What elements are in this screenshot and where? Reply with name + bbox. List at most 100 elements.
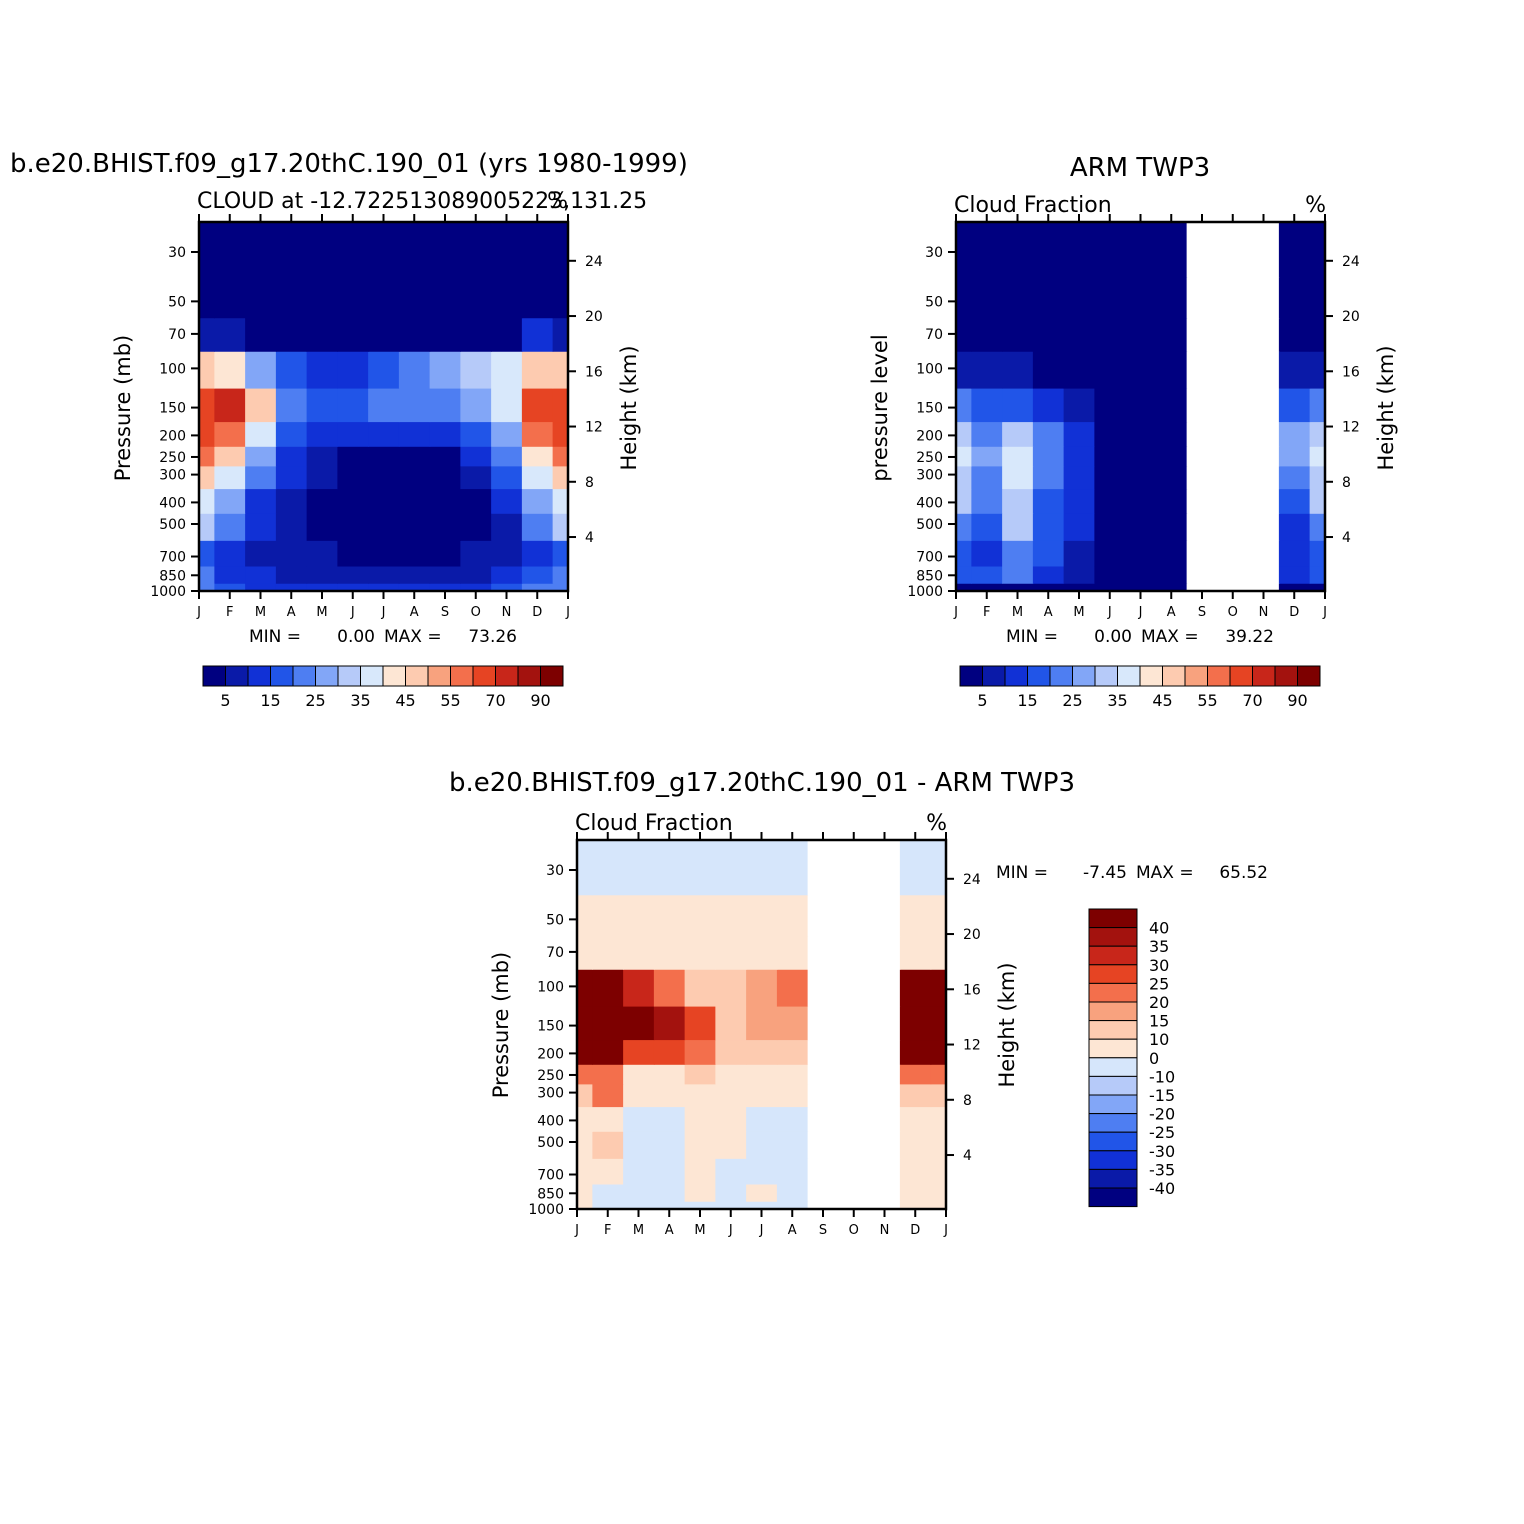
contour-cell [245, 421, 277, 447]
contour-cell [1309, 317, 1326, 352]
contour-cell [1032, 446, 1065, 467]
contour-cell [746, 894, 778, 937]
colorbar-box [315, 665, 339, 687]
contour-cell [199, 583, 215, 592]
colorbar-label: -40 [1149, 1179, 1175, 1198]
y2-tick-label: 8 [963, 1093, 972, 1109]
contour-cell [1063, 317, 1095, 352]
y-tick-label: 300 [159, 468, 186, 484]
colorbar-box [517, 665, 541, 687]
contour-cell [245, 540, 277, 567]
contour-cell [398, 276, 431, 319]
contour-cell [623, 1158, 655, 1185]
contour-cell [956, 222, 972, 278]
panel2-axes: J F M A M J J A S O N D J 30 50 70 100 150 200 250 300 400 500… [907, 214, 1360, 620]
contour-cell [199, 421, 215, 447]
contour-cell [245, 465, 277, 490]
contour-cell [1063, 465, 1095, 490]
y-tick-label: 1000 [150, 584, 186, 600]
contour-cell [869, 1183, 901, 1202]
contour-cell [429, 465, 461, 490]
y-tick-label: 850 [159, 568, 186, 584]
contour-cell [552, 351, 569, 389]
y2-tick-label: 16 [585, 364, 603, 380]
contour-cell [460, 317, 492, 352]
contour-cell [552, 421, 569, 447]
contour-cell [552, 222, 569, 278]
colorbar-box [427, 665, 451, 687]
contour-cell [776, 1064, 809, 1085]
contour-cell [971, 222, 1003, 278]
contour-cell [776, 935, 809, 970]
contour-cell [623, 1106, 655, 1132]
contour-cell [398, 513, 431, 541]
contour-cell [1063, 540, 1095, 567]
panel2-contour-field [956, 222, 1326, 592]
panel1-units: % [547, 189, 568, 214]
contour-cell [971, 465, 1003, 490]
contour-cell [930, 935, 947, 970]
colorbar-label: 10 [1149, 1030, 1169, 1049]
y2-tick-label: 4 [1342, 530, 1351, 546]
contour-cell [214, 513, 246, 541]
contour-cell [337, 565, 369, 584]
contour-cell [807, 935, 839, 970]
contour-cell [715, 969, 747, 1007]
contour-cell [368, 317, 400, 352]
x-tick-label: J [953, 605, 958, 620]
contour-cell [653, 1158, 686, 1185]
contour-cell [653, 1039, 686, 1065]
contour-cell [245, 387, 277, 423]
contour-cell [1125, 351, 1157, 389]
contour-cell [1309, 387, 1326, 423]
contour-cell [653, 840, 686, 896]
contour-cell [491, 276, 523, 319]
contour-cell [653, 935, 686, 970]
contour-cell [1032, 222, 1065, 278]
contour-cell [776, 1131, 809, 1159]
contour-cell [1309, 446, 1326, 467]
contour-cell [460, 583, 492, 592]
colorbar-box [1088, 1057, 1138, 1077]
colorbar-box [337, 665, 361, 687]
contour-cell [306, 446, 338, 467]
contour-cell [623, 1201, 655, 1210]
contour-cell [1248, 446, 1280, 467]
contour-cell [592, 1064, 624, 1085]
contour-cell [1186, 351, 1218, 389]
contour-cell [1032, 465, 1065, 490]
contour-cell [971, 421, 1003, 447]
panel1-subtitle: CLOUD at -12.722513089005223,131.25 [197, 189, 647, 214]
contour-cell [306, 513, 338, 541]
contour-cell [776, 1183, 809, 1202]
x-tick-label: A [410, 605, 419, 620]
contour-cell [746, 1183, 778, 1202]
contour-cell [899, 1158, 932, 1185]
contour-cell [275, 222, 308, 278]
panel2-max-label: MAX = [1141, 627, 1199, 647]
contour-cell [1278, 488, 1311, 514]
contour-cell [491, 222, 523, 278]
contour-cell [521, 317, 554, 352]
y2-tick-label: 20 [1342, 309, 1360, 325]
contour-cell [1217, 351, 1249, 389]
x-tick-label: S [1198, 605, 1206, 620]
contour-cell [429, 583, 461, 592]
colorbar-label: 90 [530, 691, 550, 710]
contour-cell [807, 894, 839, 937]
contour-cell [592, 894, 624, 937]
contour-cell [368, 276, 400, 319]
contour-cell [1155, 565, 1188, 584]
contour-cell [245, 488, 277, 514]
contour-cell [653, 1106, 686, 1132]
contour-cell [1155, 222, 1188, 278]
contour-cell [398, 317, 431, 352]
contour-cell [491, 540, 523, 567]
contour-cell [491, 351, 523, 389]
contour-cell [214, 222, 246, 278]
y2-tick-label: 12 [1342, 420, 1360, 436]
y-tick-label: 70 [168, 327, 186, 343]
y-tick-label: 150 [916, 401, 943, 417]
colorbar-box [1088, 1187, 1138, 1208]
contour-cell [807, 1183, 839, 1202]
